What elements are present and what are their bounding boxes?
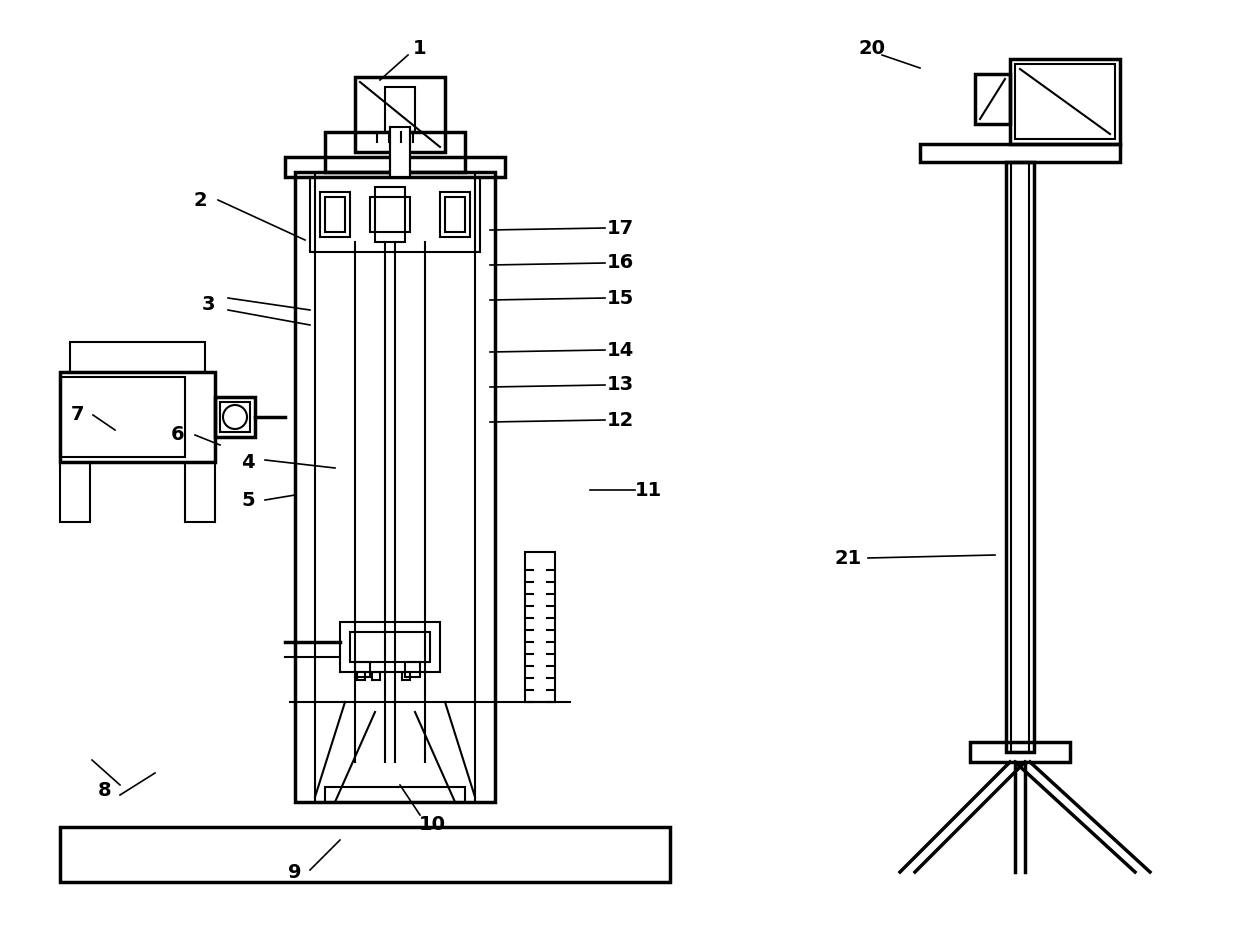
Bar (374, 187, 405, 242)
Text: 17: 17 (606, 219, 634, 237)
Bar (325, 132, 465, 172)
Bar (215, 397, 255, 437)
Bar (391, 127, 410, 177)
Text: 11: 11 (635, 481, 662, 500)
Bar (355, 662, 370, 677)
Bar (370, 197, 410, 232)
Bar (1006, 162, 1034, 752)
Bar (185, 462, 215, 522)
Bar (60, 377, 185, 457)
Bar (920, 144, 1120, 162)
Bar (219, 402, 250, 432)
Text: 16: 16 (606, 253, 634, 272)
Bar (320, 192, 350, 237)
Bar (60, 462, 91, 522)
Text: 15: 15 (606, 288, 634, 307)
Bar (350, 632, 430, 662)
Bar (60, 372, 215, 462)
Text: 3: 3 (201, 295, 215, 314)
Bar (384, 87, 415, 132)
Text: 21: 21 (835, 548, 862, 567)
Bar (60, 827, 670, 882)
Bar (357, 672, 365, 680)
Bar (325, 787, 465, 802)
Bar (1016, 64, 1115, 139)
Bar (325, 197, 345, 232)
Bar (285, 157, 505, 177)
Bar (970, 742, 1070, 762)
Bar (295, 172, 495, 802)
Bar (310, 177, 480, 252)
Text: 9: 9 (288, 863, 301, 883)
Bar (69, 342, 205, 372)
Text: 8: 8 (98, 781, 112, 800)
Bar (440, 192, 470, 237)
Bar (405, 662, 420, 677)
Text: 4: 4 (242, 452, 254, 471)
Text: 13: 13 (606, 375, 634, 394)
Bar (1011, 59, 1120, 144)
Text: 10: 10 (419, 816, 445, 835)
Bar (340, 622, 440, 672)
Text: 1: 1 (413, 38, 427, 57)
Bar (525, 552, 556, 702)
Text: 2: 2 (193, 190, 207, 209)
Bar (445, 197, 465, 232)
Text: 7: 7 (71, 406, 84, 425)
Text: 5: 5 (242, 490, 254, 509)
Text: 20: 20 (858, 38, 885, 57)
Text: 12: 12 (606, 410, 634, 429)
Text: 6: 6 (171, 426, 185, 445)
Bar (355, 77, 445, 152)
Bar (1011, 162, 1029, 752)
Bar (402, 672, 410, 680)
Text: 14: 14 (606, 341, 634, 360)
Bar (372, 672, 379, 680)
Bar (975, 74, 1011, 124)
